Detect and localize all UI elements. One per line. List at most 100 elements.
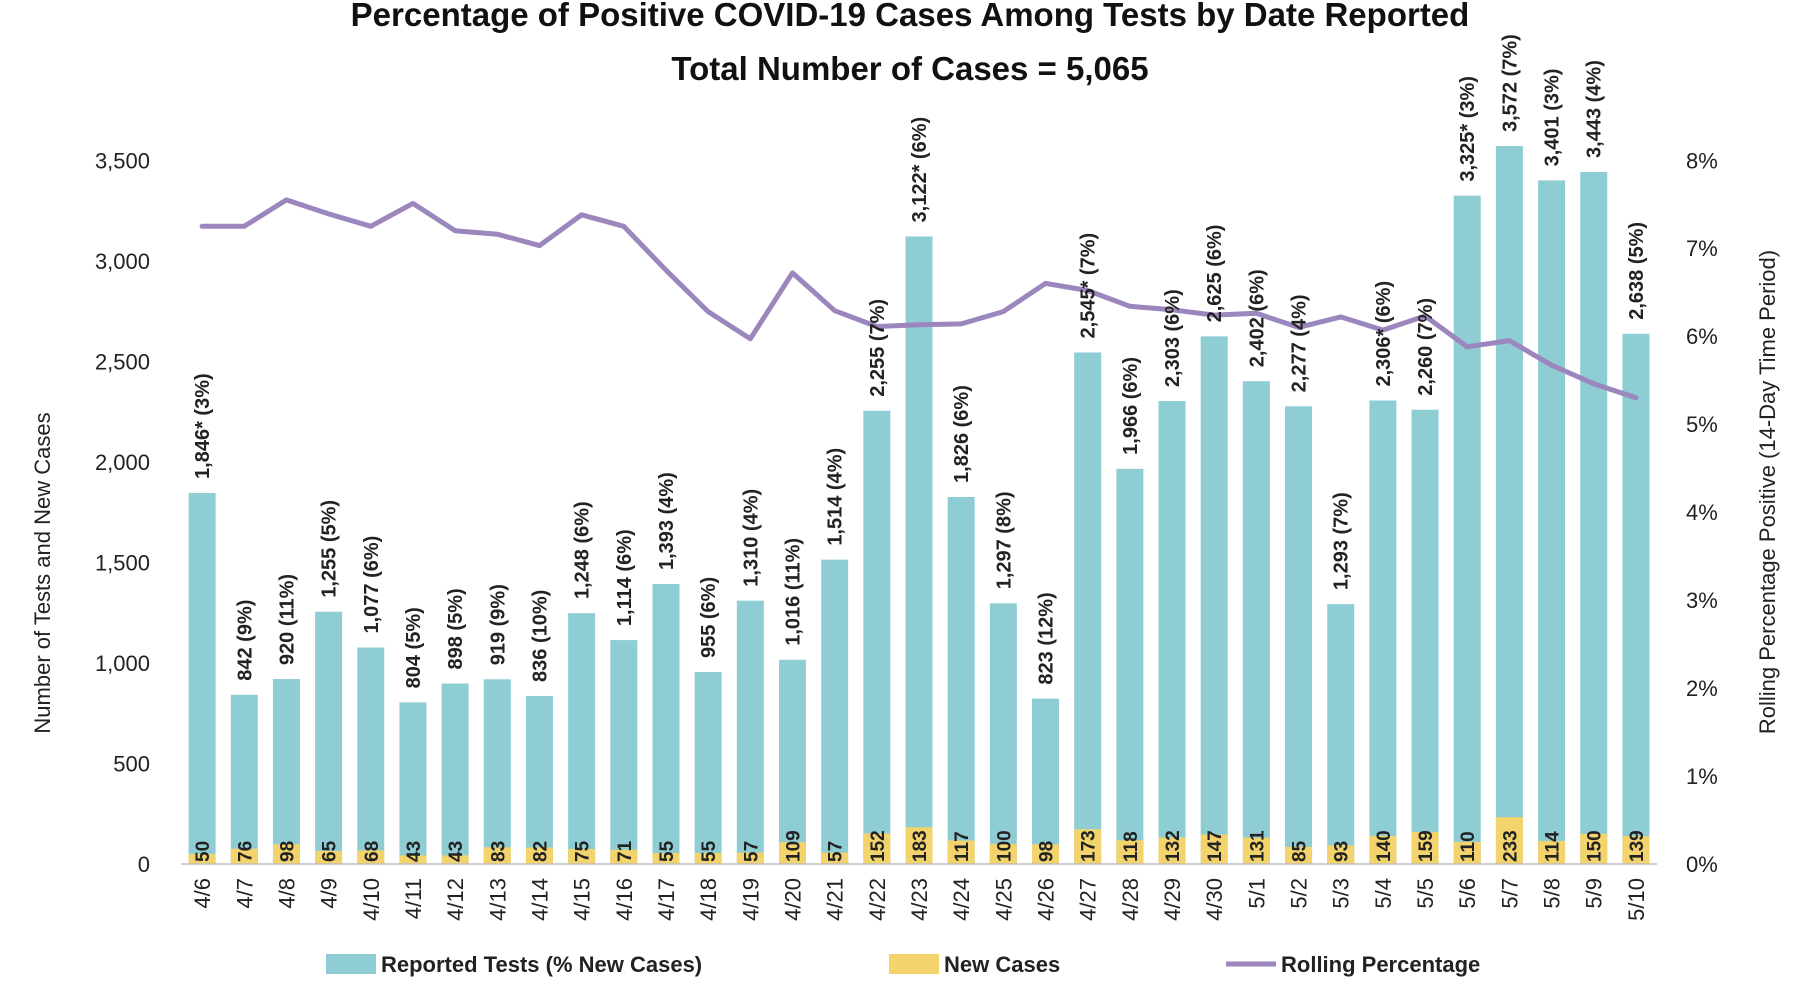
x-tick-label: 5/1	[1244, 878, 1269, 909]
legend-swatch-tests	[326, 954, 376, 974]
tests-data-label: 1,248 (6%)	[572, 501, 594, 599]
cases-data-label: 233	[1500, 830, 1521, 862]
cases-data-label: 93	[1332, 841, 1353, 862]
cases-data-label: 55	[657, 840, 678, 862]
tests-bar	[1200, 336, 1228, 864]
cases-bar	[399, 855, 427, 864]
tests-data-label: 1,255 (5%)	[319, 500, 341, 598]
cases-bar	[1622, 836, 1650, 864]
y-tick-label: 3,500	[95, 149, 150, 174]
tests-bar	[399, 702, 427, 864]
x-tick-label: 4/16	[612, 878, 637, 921]
x-tick-label: 4/7	[232, 878, 257, 909]
x-tick-label: 4/22	[865, 878, 890, 921]
cases-data-label: 150	[1585, 830, 1606, 862]
tests-bar	[230, 694, 258, 864]
tests-data-label: 1,966 (6%)	[1120, 357, 1142, 455]
cases-bar	[272, 844, 300, 864]
cases-data-label: 98	[1037, 841, 1058, 862]
y-tick-label: 3,000	[95, 249, 150, 274]
cases-data-label: 147	[1205, 830, 1226, 862]
tests-bar	[568, 613, 596, 864]
tests-bar	[188, 492, 216, 864]
y2-axis-title: Rolling Percentage Positive (14-Day Time…	[1755, 250, 1780, 734]
tests-bar	[1411, 409, 1439, 864]
x-tick-label: 4/23	[907, 878, 932, 921]
x-tick-label: 5/5	[1413, 878, 1438, 909]
cases-bar	[1369, 835, 1397, 864]
x-tick-label: 5/7	[1497, 878, 1522, 909]
tests-bar	[1495, 146, 1523, 864]
cases-data-label: 100	[994, 830, 1015, 862]
tests-data-label: 955 (6%)	[698, 577, 720, 658]
y-tick-label: 2,000	[95, 450, 150, 475]
x-tick-label: 4/13	[485, 878, 510, 921]
cases-data-label: 43	[404, 841, 425, 862]
cases-data-label: 183	[910, 830, 931, 862]
rolling-line-group	[199, 197, 1639, 401]
cases-data-label: 85	[1290, 840, 1311, 862]
cases-data-label: 75	[573, 840, 594, 862]
cases-data-label: 131	[1247, 830, 1268, 862]
tests-data-label: 1,826 (6%)	[951, 385, 973, 483]
cases-bar	[652, 852, 680, 864]
cases-data-label: 117	[952, 831, 973, 862]
tests-bar	[525, 695, 553, 864]
tests-data-label: 823 (12%)	[1036, 592, 1058, 684]
tests-data-label: 842 (9%)	[234, 600, 256, 681]
cases-data-label: 68	[362, 841, 383, 862]
cases-bar	[1158, 837, 1186, 864]
cases-data-label: 173	[1079, 830, 1100, 862]
tests-bar	[1242, 381, 1270, 864]
tests-bar	[1580, 171, 1608, 864]
cases-bar	[989, 843, 1017, 864]
x-tick-label: 4/19	[738, 878, 763, 921]
cases-bar	[1453, 841, 1481, 864]
cases-data-label: 65	[320, 840, 341, 862]
tests-data-label: 2,625 (6%)	[1204, 225, 1226, 323]
cases-data-label: 140	[1374, 830, 1395, 862]
cases-bar	[441, 855, 469, 864]
cases-bar	[694, 852, 722, 864]
cases-bar	[1116, 840, 1144, 864]
cases-data-label: 82	[530, 841, 551, 862]
tests-data-label: 2,402 (6%)	[1246, 269, 1268, 367]
cases-data-label: 76	[235, 841, 256, 862]
y2-tick-label: 1%	[1686, 764, 1718, 789]
axes-group: 0 500 1,000 1,500 2,000 2,500 3,000 3,500 0% 1% 2%…	[95, 148, 1718, 921]
cases-data-label: 57	[741, 841, 762, 862]
tests-data-label: 2,638 (5%)	[1626, 222, 1648, 320]
tests-data-label: 2,260 (7%)	[1415, 298, 1437, 396]
x-tick-label: 4/24	[949, 878, 974, 921]
y2-tick-label: 0%	[1686, 852, 1718, 877]
cases-bar	[863, 833, 891, 864]
tests-bar	[736, 600, 764, 864]
tests-data-label: 1,393 (4%)	[656, 472, 678, 570]
tests-data-label: 920 (11%)	[276, 574, 298, 665]
y2-tick-label: 6%	[1686, 324, 1718, 349]
cases-bar	[1538, 841, 1566, 864]
tests-data-label: 2,277 (4%)	[1289, 294, 1311, 392]
chart-title: Percentage of Positive COVID-19 Cases Am…	[351, 0, 1470, 33]
x-tick-label: 4/21	[823, 878, 848, 921]
legend-label-cases: New Cases	[944, 952, 1060, 977]
tests-data-label: 1,114 (6%)	[614, 529, 636, 626]
x-tick-label: 5/10	[1624, 878, 1649, 921]
x-tick-label: 5/2	[1287, 878, 1312, 909]
cases-bar	[905, 827, 933, 864]
cases-bar	[1495, 817, 1523, 864]
cases-bar	[357, 850, 385, 864]
x-tick-label: 5/6	[1455, 878, 1480, 909]
x-tick-label: 4/10	[359, 878, 384, 921]
tests-bar	[821, 559, 849, 864]
cases-data-label: 109	[783, 830, 804, 862]
cases-bar	[778, 842, 806, 864]
tests-bar	[1622, 333, 1650, 865]
y2-tick-label: 2%	[1686, 676, 1718, 701]
tests-data-label: 3,122* (6%)	[909, 117, 931, 223]
tests-bar	[1369, 400, 1397, 864]
tests-data-label: 836 (10%)	[529, 590, 551, 682]
tests-bar	[483, 679, 511, 864]
cases-data-label: 159	[1416, 830, 1437, 862]
cases-data-label: 43	[446, 841, 467, 862]
